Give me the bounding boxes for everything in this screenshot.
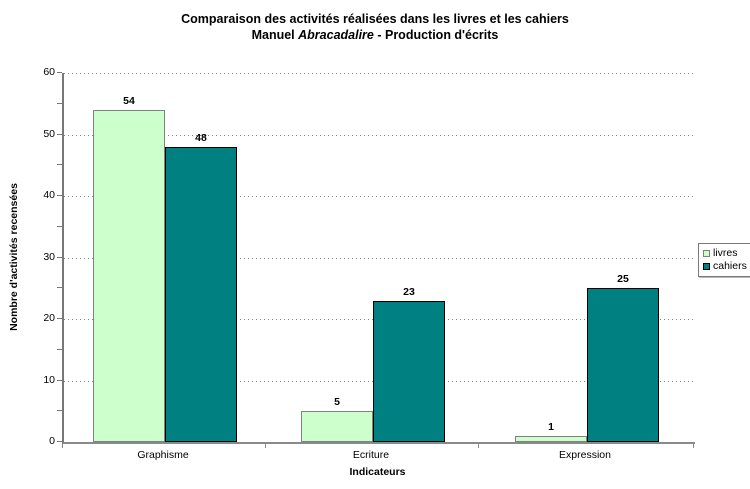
- bar-value-label-livres-graphisme: 54: [123, 94, 135, 107]
- chart-title-line1: Comparaison des activités réalisées dans…: [181, 12, 569, 26]
- gridline-50: [64, 134, 695, 136]
- bar-value-label-livres-expression: 1: [548, 420, 554, 433]
- bar-livres-expression: [515, 435, 587, 442]
- livres-swatch-icon: [703, 250, 710, 257]
- bar-value-label-livres-ecriture: 5: [334, 396, 340, 409]
- y-tick-mark-10: [57, 379, 62, 381]
- y-tick-mark-15: [57, 348, 62, 350]
- y-tick-mark-5: [57, 410, 62, 412]
- bar-cahiers-expression: [587, 288, 659, 442]
- bar-livres-ecriture: [301, 411, 373, 442]
- x-tick-mark-3: [693, 444, 694, 448]
- bar-livres-graphisme: [93, 109, 165, 442]
- y-tick-mark-50: [57, 133, 62, 135]
- legend-item-livres: livres: [703, 247, 747, 260]
- legend: livres cahiers: [698, 243, 750, 277]
- y-tick-label-50: 50: [43, 127, 55, 140]
- chart-title-line2: Manuel Abracadalire - Production d'écrit…: [0, 27, 750, 43]
- title-line2-manual-name: Abracadalire: [298, 28, 374, 42]
- x-tick-mark-0: [62, 444, 63, 448]
- gridline-40: [64, 196, 695, 197]
- bar-cahiers-graphisme: [165, 146, 237, 442]
- x-tick-mark-2: [478, 444, 479, 448]
- legend-label-livres: livres: [713, 247, 738, 259]
- y-tick-label-0: 0: [49, 435, 55, 447]
- legend-item-cahiers: cahiers: [703, 260, 747, 273]
- bar-value-label-cahiers-graphisme: 48: [195, 131, 207, 144]
- gridline-60: [64, 73, 695, 74]
- x-tick-mark-1: [265, 444, 266, 448]
- x-category-label-graphisme: Graphisme: [137, 449, 189, 461]
- gridline-30: [64, 257, 695, 259]
- plot-area: 54 5 1 48 23 25: [62, 73, 695, 444]
- y-tick-label-30: 30: [43, 250, 55, 263]
- bar-value-label-cahiers-expression: 25: [617, 273, 629, 286]
- bar-cahiers-ecriture: [373, 300, 445, 442]
- y-tick-mark-45: [57, 164, 62, 166]
- legend-label-cahiers: cahiers: [713, 260, 747, 272]
- title-line2-suffix: - Production d'écrits: [373, 28, 499, 42]
- y-tick-label-10: 10: [43, 373, 55, 386]
- x-axis-title: Indicateurs: [349, 466, 406, 478]
- y-tick-mark-55: [57, 102, 62, 104]
- title-line2-prefix: Manuel: [251, 28, 299, 42]
- x-category-label-expression: Expression: [559, 449, 611, 461]
- y-tick-label-20: 20: [43, 312, 55, 324]
- cahiers-swatch-icon: [703, 263, 710, 270]
- x-category-label-ecriture: Ecriture: [352, 449, 390, 461]
- y-tick-label-60: 60: [43, 66, 55, 78]
- y-tick-mark-0: [57, 441, 62, 442]
- bar-value-label-cahiers-ecriture: 23: [403, 285, 415, 298]
- y-tick-mark-40: [57, 195, 62, 196]
- y-tick-mark-25: [57, 287, 62, 289]
- chart-title: Comparaison des activités réalisées dans…: [0, 11, 750, 43]
- y-tick-mark-20: [57, 318, 62, 319]
- y-tick-mark-35: [57, 225, 62, 227]
- y-tick-mark-60: [57, 72, 62, 73]
- y-tick-mark-30: [57, 256, 62, 258]
- y-tick-label-40: 40: [43, 189, 55, 201]
